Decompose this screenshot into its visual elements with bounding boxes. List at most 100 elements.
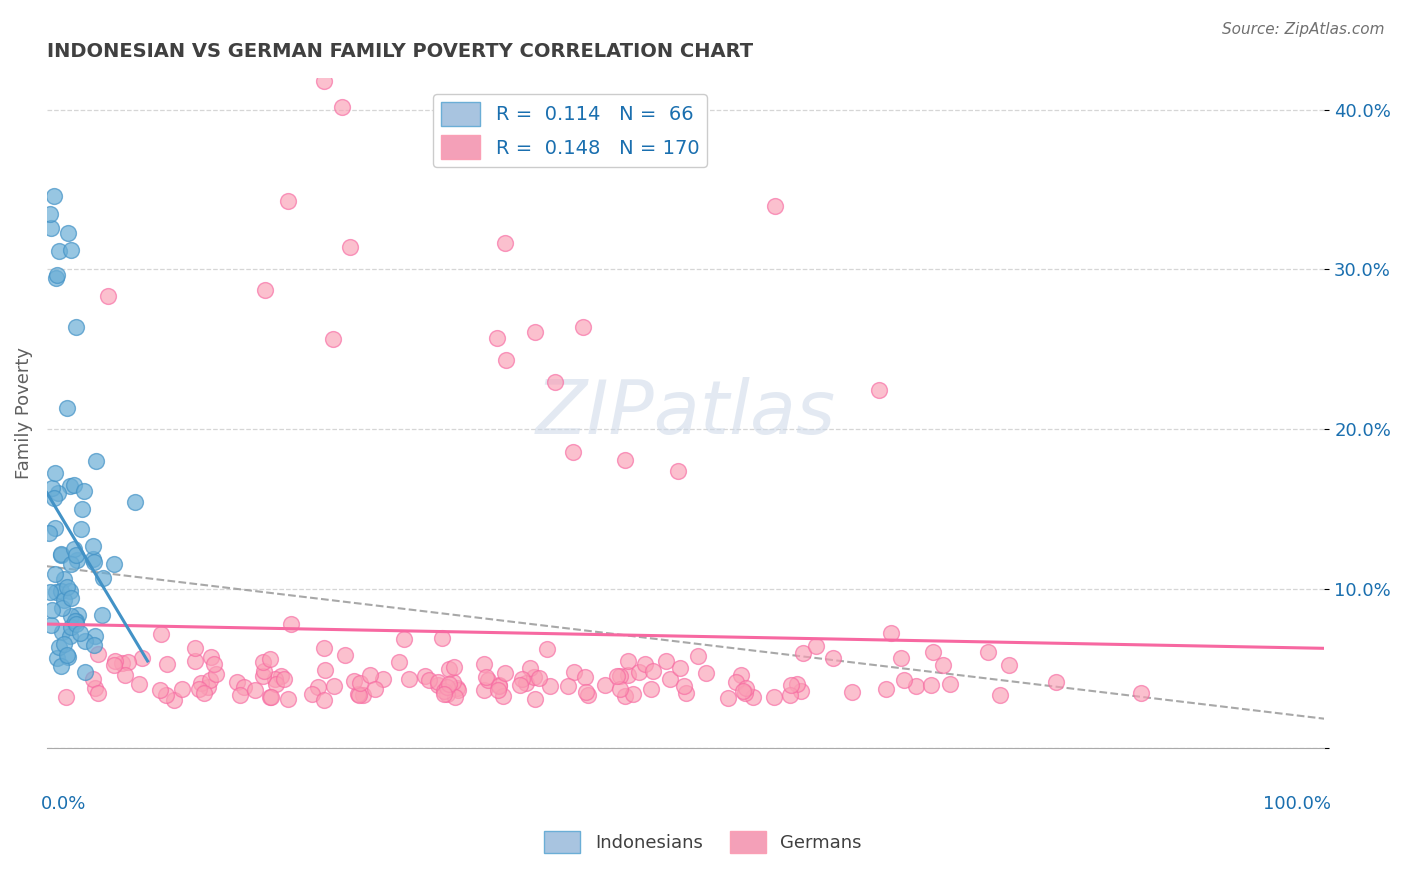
Point	[673, 679, 696, 693]
Point	[56, 227, 79, 241]
Point	[259, 690, 281, 704]
Point	[197, 680, 219, 694]
Point	[494, 665, 516, 680]
Point	[688, 649, 710, 664]
Point	[562, 665, 585, 679]
Point	[477, 673, 499, 687]
Point	[439, 662, 461, 676]
Y-axis label: Family Poverty: Family Poverty	[15, 347, 32, 479]
Point	[59, 478, 82, 492]
Point	[574, 670, 596, 684]
Point	[472, 657, 495, 671]
Point	[890, 651, 912, 665]
Point	[790, 684, 813, 698]
Point	[111, 657, 134, 671]
Point	[347, 688, 370, 702]
Point	[51, 601, 73, 615]
Point	[44, 521, 66, 535]
Point	[183, 640, 205, 655]
Point	[388, 655, 411, 669]
Point	[724, 675, 747, 690]
Point	[277, 692, 299, 706]
Point	[443, 660, 465, 674]
Point	[628, 665, 651, 680]
Point	[63, 477, 86, 491]
Point	[103, 557, 125, 571]
Point	[433, 683, 456, 698]
Point	[524, 325, 547, 339]
Point	[51, 659, 73, 673]
Point	[44, 189, 66, 203]
Point	[609, 682, 631, 697]
Point	[70, 502, 93, 516]
Point	[75, 665, 97, 679]
Point	[65, 548, 87, 562]
Point	[59, 243, 82, 257]
Point	[436, 680, 458, 694]
Point	[82, 552, 104, 566]
Point	[51, 625, 73, 640]
Point	[63, 614, 86, 628]
Point	[427, 674, 450, 689]
Point	[806, 639, 828, 653]
Point	[190, 675, 212, 690]
Point	[188, 681, 211, 696]
Point	[544, 376, 567, 390]
Point	[49, 584, 72, 599]
Point	[875, 681, 897, 696]
Point	[472, 683, 495, 698]
Point	[56, 580, 79, 594]
Point	[447, 683, 470, 698]
Point	[259, 652, 281, 666]
Point	[527, 671, 550, 685]
Point	[254, 283, 277, 297]
Point	[475, 670, 498, 684]
Point	[131, 651, 153, 665]
Point	[270, 669, 292, 683]
Point	[312, 640, 335, 655]
Point	[39, 618, 62, 632]
Point	[226, 674, 249, 689]
Point	[495, 353, 517, 368]
Point	[83, 629, 105, 643]
Point	[39, 220, 62, 235]
Point	[53, 572, 76, 586]
Point	[735, 681, 758, 695]
Point	[488, 678, 510, 692]
Point	[114, 668, 136, 682]
Point	[59, 609, 82, 624]
Point	[322, 679, 344, 693]
Point	[343, 674, 366, 689]
Point	[58, 650, 80, 665]
Point	[621, 687, 644, 701]
Point	[666, 464, 689, 478]
Point	[65, 319, 87, 334]
Point	[536, 641, 558, 656]
Point	[156, 657, 179, 671]
Point	[46, 485, 69, 500]
Point	[163, 692, 186, 706]
Point	[41, 602, 63, 616]
Text: INDONESIAN VS GERMAN FAMILY POVERTY CORRELATION CHART: INDONESIAN VS GERMAN FAMILY POVERTY CORR…	[46, 42, 754, 61]
Point	[60, 620, 83, 634]
Point	[322, 332, 344, 346]
Point	[69, 522, 91, 536]
Point	[486, 331, 509, 345]
Point	[83, 638, 105, 652]
Point	[465, 111, 488, 125]
Point	[634, 657, 657, 672]
Point	[91, 607, 114, 622]
Point	[780, 678, 803, 692]
Point	[87, 685, 110, 699]
Point	[252, 668, 274, 682]
Point	[523, 670, 546, 684]
Point	[538, 679, 561, 693]
Point	[519, 661, 541, 675]
Point	[1045, 675, 1067, 690]
Point	[280, 617, 302, 632]
Point	[609, 669, 631, 683]
Point	[515, 676, 537, 690]
Point	[202, 657, 225, 671]
Point	[193, 686, 215, 700]
Point	[675, 685, 697, 699]
